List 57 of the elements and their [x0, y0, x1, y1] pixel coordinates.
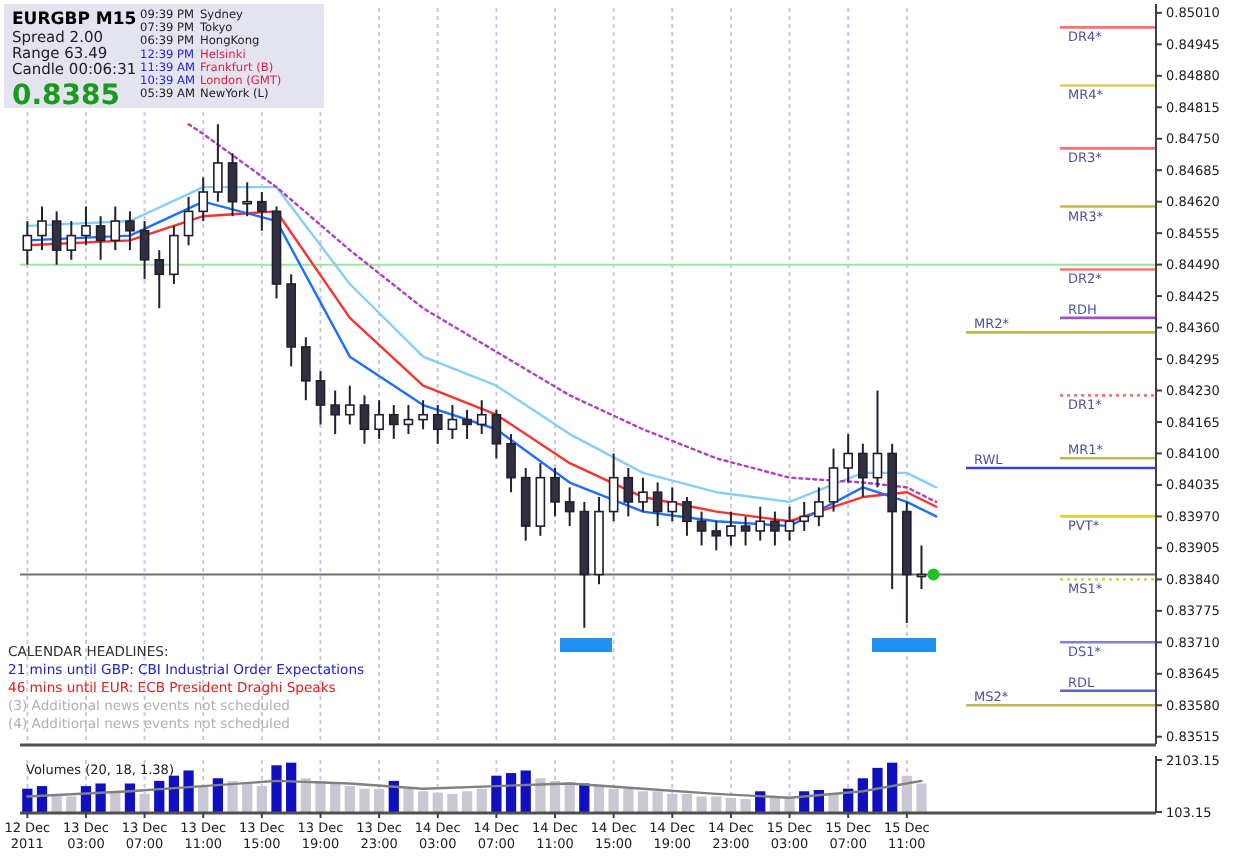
candlestick — [418, 399, 428, 431]
candlestick — [344, 384, 355, 426]
candlestick — [242, 181, 253, 218]
candlestick — [491, 408, 502, 460]
candlestick — [139, 220, 150, 281]
candlestick — [784, 505, 795, 542]
candlestick — [154, 249, 165, 310]
candlestick — [682, 496, 692, 537]
candlestick — [770, 510, 780, 547]
candlestick — [623, 467, 634, 518]
candlestick — [550, 467, 560, 518]
candlestick — [740, 515, 751, 547]
candlestick — [799, 500, 810, 532]
candlestick — [667, 486, 678, 523]
candlestick — [227, 152, 238, 218]
candlestick — [638, 476, 648, 513]
candlestick — [506, 433, 516, 494]
candlestick — [37, 205, 47, 252]
candlestick — [711, 520, 722, 552]
candlestick — [403, 404, 414, 436]
candlestick — [828, 447, 839, 513]
candlestick — [198, 176, 209, 223]
candlestick — [858, 442, 868, 499]
candlestick — [66, 220, 77, 261]
candlestick — [696, 510, 707, 547]
candlestick — [447, 404, 458, 440]
candlestick — [726, 510, 736, 547]
line-series — [187, 123, 938, 504]
candlestick — [183, 195, 194, 247]
candlestick — [608, 452, 619, 523]
candlestick — [843, 433, 854, 484]
candlestick — [81, 205, 91, 247]
candlestick — [755, 505, 766, 542]
candlestick — [388, 404, 399, 440]
candlestick — [359, 394, 370, 445]
chart-title: EURGBP M15 — [12, 10, 137, 30]
candlestick — [51, 210, 62, 266]
candlestick — [462, 408, 472, 440]
candlestick — [374, 399, 384, 440]
annotation: 0.8385 — [12, 80, 121, 112]
candlestick — [169, 224, 179, 285]
candlestick — [315, 370, 326, 426]
candlestick — [432, 404, 443, 445]
candlestick — [301, 336, 311, 402]
candlestick — [213, 123, 223, 203]
candlestick — [814, 486, 824, 528]
candlestick — [652, 481, 663, 528]
candlestick — [476, 399, 487, 436]
candlestick — [22, 220, 33, 266]
candlestick — [257, 191, 267, 232]
candlestick — [95, 215, 106, 261]
candlestick — [872, 389, 883, 489]
candlestick — [125, 210, 135, 252]
line-series — [26, 779, 923, 799]
candlestick — [330, 389, 340, 436]
candlestick — [110, 205, 121, 252]
candlestick — [564, 486, 575, 528]
